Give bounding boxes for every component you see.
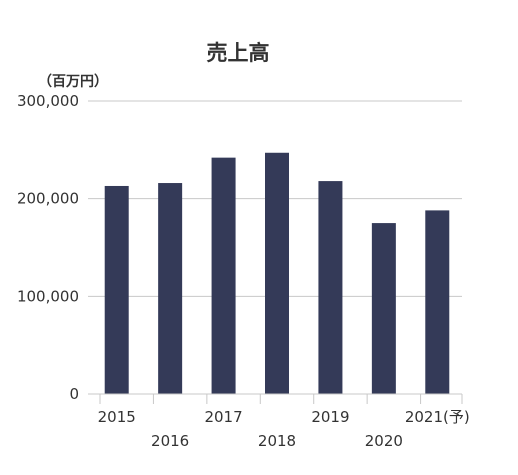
bar-2016 bbox=[158, 183, 183, 394]
x-tick-label: 2019 bbox=[311, 408, 349, 426]
x-tick-label: 2021(予) bbox=[405, 408, 470, 426]
bar-2020 bbox=[371, 223, 396, 394]
x-tick-label: 2015 bbox=[98, 408, 136, 426]
y-tick-label: 200,000 bbox=[17, 190, 79, 208]
y-tick-label: 100,000 bbox=[17, 287, 79, 305]
bars bbox=[104, 152, 450, 394]
y-axis-ticks: 0 100,000 200,000 300,000 bbox=[17, 92, 79, 403]
x-tick-label: 2020 bbox=[365, 432, 403, 450]
x-axis bbox=[88, 393, 463, 404]
bar-2021 bbox=[425, 210, 450, 394]
x-tick-label: 2016 bbox=[151, 432, 189, 450]
bar-2018 bbox=[265, 152, 289, 394]
bar-2019 bbox=[318, 181, 343, 394]
bar-2017 bbox=[211, 157, 236, 394]
x-tick-label: 2018 bbox=[258, 432, 296, 450]
x-tick-label: 2017 bbox=[204, 408, 242, 426]
y-tick-label: 300,000 bbox=[17, 92, 79, 110]
bar-2015 bbox=[104, 185, 129, 394]
chart-title: 売上高 bbox=[207, 41, 270, 65]
y-tick-label: 0 bbox=[69, 385, 79, 403]
unit-label: （百万円） bbox=[38, 74, 108, 90]
